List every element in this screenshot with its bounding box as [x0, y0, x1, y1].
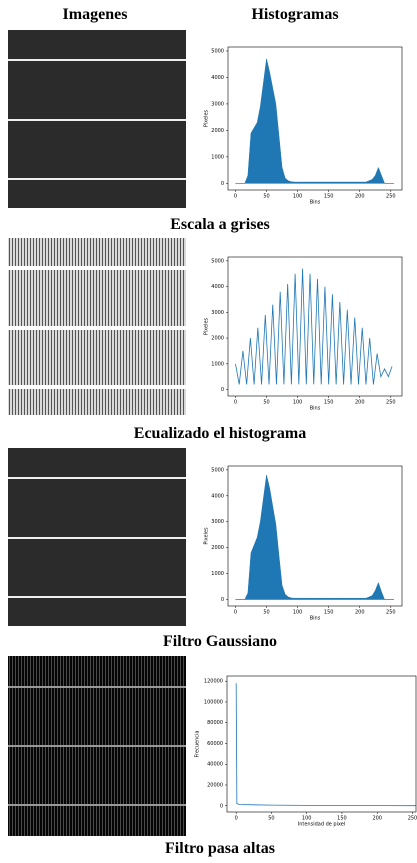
- x-tick-label: 50: [268, 816, 274, 822]
- x-tick-label: 250: [386, 400, 396, 406]
- x-tick-label: 0: [234, 400, 237, 406]
- x-tick-label: 250: [408, 816, 417, 822]
- y-tick-label: 0: [221, 597, 224, 603]
- caption: Escala a grises: [170, 216, 270, 233]
- x-tick-label: 100: [293, 400, 303, 406]
- axes-frame: [227, 46, 403, 191]
- x-tick-label: 150: [324, 194, 334, 200]
- image: [8, 238, 186, 415]
- y-tick-label: 120000: [204, 679, 223, 685]
- image: [8, 656, 186, 836]
- x-tick-label: 0: [234, 194, 237, 200]
- y-tick-label: 1000: [211, 361, 224, 367]
- y-tick-label: 2000: [211, 128, 224, 134]
- x-tick-label: 100: [293, 194, 303, 200]
- x-tick-label: 250: [386, 610, 396, 616]
- histogram-line: [235, 268, 393, 385]
- y-tick-label: 3000: [211, 519, 224, 525]
- y-tick-label: 0: [221, 181, 224, 187]
- caption: Filtro pasa altas: [165, 840, 275, 857]
- column-header: Histogramas: [251, 6, 338, 23]
- x-tick-label: 200: [355, 400, 365, 406]
- histogram-line: [235, 683, 417, 807]
- y-axis-label: Pixeles: [204, 109, 210, 127]
- y-tick-label: 1000: [211, 154, 224, 160]
- y-tick-label: 4000: [211, 284, 224, 290]
- y-tick-label: 100000: [204, 699, 223, 705]
- histogram-area: [235, 58, 394, 184]
- y-tick-label: 3000: [211, 310, 224, 316]
- x-tick-label: 150: [324, 400, 334, 406]
- x-axis-label: Intensidad de pixel: [298, 822, 346, 828]
- y-tick-label: 3000: [211, 101, 224, 107]
- x-tick-label: 50: [263, 194, 269, 200]
- axes-frame: [226, 675, 417, 813]
- y-tick-label: 2000: [211, 336, 224, 342]
- y-tick-label: 5000: [211, 258, 224, 264]
- x-tick-label: 250: [386, 194, 396, 200]
- x-tick-label: 200: [355, 610, 365, 616]
- x-tick-label: 100: [302, 816, 312, 822]
- y-tick-label: 1000: [211, 571, 224, 577]
- axes-frame: [227, 256, 403, 397]
- x-tick-label: 0: [235, 816, 238, 822]
- y-tick-label: 0: [221, 387, 224, 393]
- y-tick-label: 20000: [207, 783, 223, 789]
- y-tick-label: 0: [220, 803, 223, 809]
- x-tick-label: 200: [372, 816, 382, 822]
- y-tick-label: 5000: [211, 467, 224, 473]
- image: [8, 30, 186, 208]
- column-header: Imagenes: [63, 6, 128, 23]
- caption: Filtro Gaussiano: [163, 633, 277, 650]
- image: [8, 448, 186, 626]
- y-tick-label: 80000: [207, 720, 223, 726]
- x-axis-label: Bins: [310, 616, 321, 622]
- y-axis-label: Pixeles: [204, 527, 210, 545]
- x-tick-label: 0: [234, 610, 237, 616]
- x-tick-label: 150: [337, 816, 347, 822]
- x-axis-label: Bins: [310, 200, 321, 206]
- x-tick-label: 50: [263, 610, 269, 616]
- y-tick-label: 60000: [207, 741, 223, 747]
- y-tick-label: 5000: [211, 48, 224, 54]
- y-axis-label: Pixeles: [204, 317, 210, 335]
- x-tick-label: 150: [324, 610, 334, 616]
- x-tick-label: 100: [293, 610, 303, 616]
- x-tick-label: 50: [263, 400, 269, 406]
- axes-frame: [227, 465, 403, 607]
- y-tick-label: 4000: [211, 493, 224, 499]
- y-tick-label: 4000: [211, 75, 224, 81]
- x-axis-label: Bins: [310, 406, 321, 412]
- y-axis-label: Frecuencia: [195, 731, 201, 758]
- y-tick-label: 2000: [211, 545, 224, 551]
- x-tick-label: 200: [355, 194, 365, 200]
- histogram-area: [234, 475, 395, 600]
- caption: Ecualizado el histograma: [134, 425, 306, 442]
- y-tick-label: 40000: [207, 762, 223, 768]
